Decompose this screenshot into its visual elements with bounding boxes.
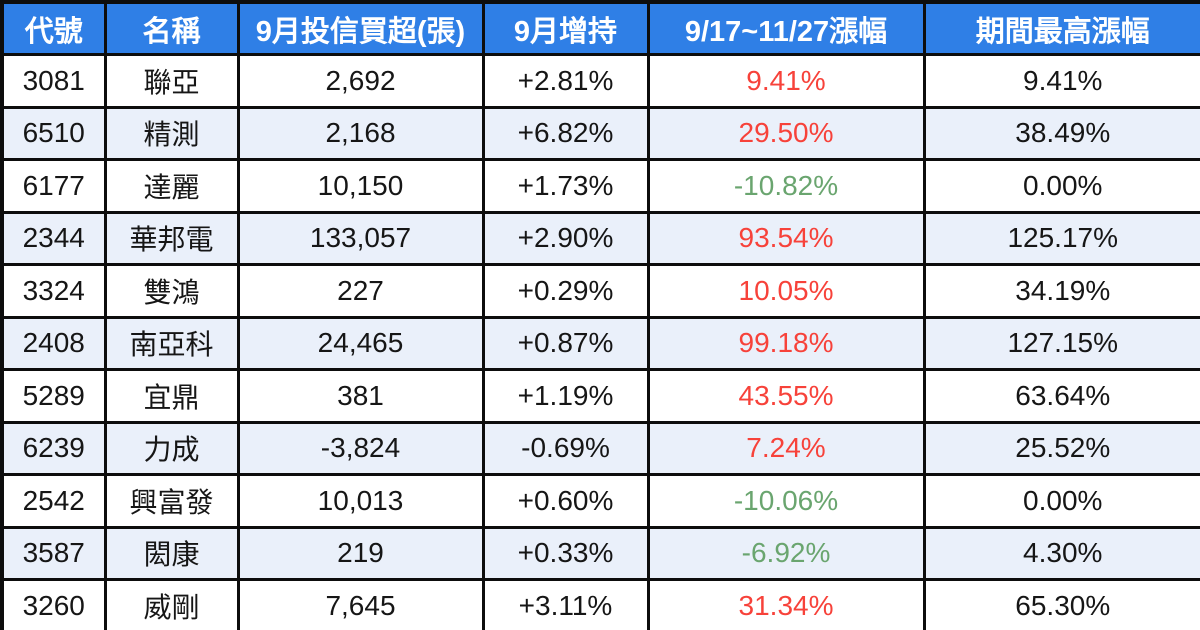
cell-net-buy: 7,645: [236, 578, 485, 630]
cell-net-buy: 24,465: [236, 315, 485, 371]
cell-period-change: 29.50%: [646, 105, 926, 161]
table-row: 3081 聯亞 2,692 +2.81% 9.41% 9.41%: [0, 53, 1200, 109]
header-row: 代號 名稱 9月投信買超(張) 9月增持 9/17~11/27漲幅 期間最高漲幅: [0, 0, 1200, 56]
cell-sep-change: +0.60%: [481, 473, 650, 529]
cell-period-change: -10.06%: [646, 473, 926, 529]
cell-net-buy: 219: [236, 525, 485, 581]
table-row: 2542 興富發 10,013 +0.60% -10.06% 0.00%: [0, 473, 1200, 529]
cell-net-buy: 227: [236, 263, 485, 319]
cell-code: 2408: [0, 315, 107, 371]
cell-net-buy: 2,168: [236, 105, 485, 161]
cell-sep-change: +2.90%: [481, 210, 650, 266]
cell-code: 3081: [0, 53, 107, 109]
column-header-period-change: 9/17~11/27漲幅: [646, 0, 926, 56]
cell-code: 6177: [0, 158, 107, 214]
column-header-net-buy: 9月投信買超(張): [236, 0, 485, 56]
column-header-code: 代號: [0, 0, 107, 56]
cell-sep-change: +1.73%: [481, 158, 650, 214]
cell-period-change: 99.18%: [646, 315, 926, 371]
cell-name: 南亞科: [103, 315, 240, 371]
cell-name: 精測: [103, 105, 240, 161]
cell-code: 6510: [0, 105, 107, 161]
cell-period-change: 43.55%: [646, 368, 926, 424]
table-row: 3587 閎康 219 +0.33% -6.92% 4.30%: [0, 525, 1200, 581]
cell-sep-change: +1.19%: [481, 368, 650, 424]
cell-name: 華邦電: [103, 210, 240, 266]
cell-net-buy: 10,150: [236, 158, 485, 214]
cell-period-change: -10.82%: [646, 158, 926, 214]
cell-net-buy: 381: [236, 368, 485, 424]
table-body: 3081 聯亞 2,692 +2.81% 9.41% 9.41% 6510 精測 2,168 +6…: [0, 53, 1200, 630]
cell-max-change: 38.49%: [922, 105, 1200, 161]
cell-code: 3587: [0, 525, 107, 581]
column-header-name: 名稱: [103, 0, 240, 56]
cell-sep-change: +0.29%: [481, 263, 650, 319]
cell-max-change: 25.52%: [922, 420, 1200, 476]
cell-code: 3324: [0, 263, 107, 319]
table-row: 6177 達麗 10,150 +1.73% -10.82% 0.00%: [0, 158, 1200, 214]
cell-name: 力成: [103, 420, 240, 476]
cell-period-change: -6.92%: [646, 525, 926, 581]
cell-net-buy: 133,057: [236, 210, 485, 266]
cell-max-change: 9.41%: [922, 53, 1200, 109]
cell-net-buy: 10,013: [236, 473, 485, 529]
cell-period-change: 93.54%: [646, 210, 926, 266]
cell-period-change: 31.34%: [646, 578, 926, 630]
cell-max-change: 4.30%: [922, 525, 1200, 581]
table-row: 3324 雙鴻 227 +0.29% 10.05% 34.19%: [0, 263, 1200, 319]
cell-period-change: 7.24%: [646, 420, 926, 476]
cell-name: 宜鼎: [103, 368, 240, 424]
cell-period-change: 9.41%: [646, 53, 926, 109]
cell-sep-change: +2.81%: [481, 53, 650, 109]
column-header-max-change: 期間最高漲幅: [922, 0, 1200, 56]
cell-max-change: 127.15%: [922, 315, 1200, 371]
cell-net-buy: -3,824: [236, 420, 485, 476]
cell-max-change: 65.30%: [922, 578, 1200, 630]
cell-max-change: 34.19%: [922, 263, 1200, 319]
cell-name: 閎康: [103, 525, 240, 581]
cell-code: 3260: [0, 578, 107, 630]
cell-name: 雙鴻: [103, 263, 240, 319]
cell-sep-change: +0.87%: [481, 315, 650, 371]
cell-code: 2542: [0, 473, 107, 529]
cell-max-change: 63.64%: [922, 368, 1200, 424]
cell-code: 6239: [0, 420, 107, 476]
cell-max-change: 125.17%: [922, 210, 1200, 266]
cell-period-change: 10.05%: [646, 263, 926, 319]
cell-name: 聯亞: [103, 53, 240, 109]
cell-sep-change: +0.33%: [481, 525, 650, 581]
table-row: 2408 南亞科 24,465 +0.87% 99.18% 127.15%: [0, 315, 1200, 371]
cell-name: 興富發: [103, 473, 240, 529]
cell-max-change: 0.00%: [922, 473, 1200, 529]
cell-name: 達麗: [103, 158, 240, 214]
column-header-sep-change: 9月增持: [481, 0, 650, 56]
table-row: 2344 華邦電 133,057 +2.90% 93.54% 125.17%: [0, 210, 1200, 266]
table-row: 6510 精測 2,168 +6.82% 29.50% 38.49%: [0, 105, 1200, 161]
cell-net-buy: 2,692: [236, 53, 485, 109]
cell-code: 5289: [0, 368, 107, 424]
table-row: 6239 力成 -3,824 -0.69% 7.24% 25.52%: [0, 420, 1200, 476]
cell-sep-change: +6.82%: [481, 105, 650, 161]
cell-sep-change: +3.11%: [481, 578, 650, 630]
cell-code: 2344: [0, 210, 107, 266]
cell-name: 威剛: [103, 578, 240, 630]
table-row: 3260 威剛 7,645 +3.11% 31.34% 65.30%: [0, 578, 1200, 630]
table-row: 5289 宜鼎 381 +1.19% 43.55% 63.64%: [0, 368, 1200, 424]
cell-max-change: 0.00%: [922, 158, 1200, 214]
cell-sep-change: -0.69%: [481, 420, 650, 476]
